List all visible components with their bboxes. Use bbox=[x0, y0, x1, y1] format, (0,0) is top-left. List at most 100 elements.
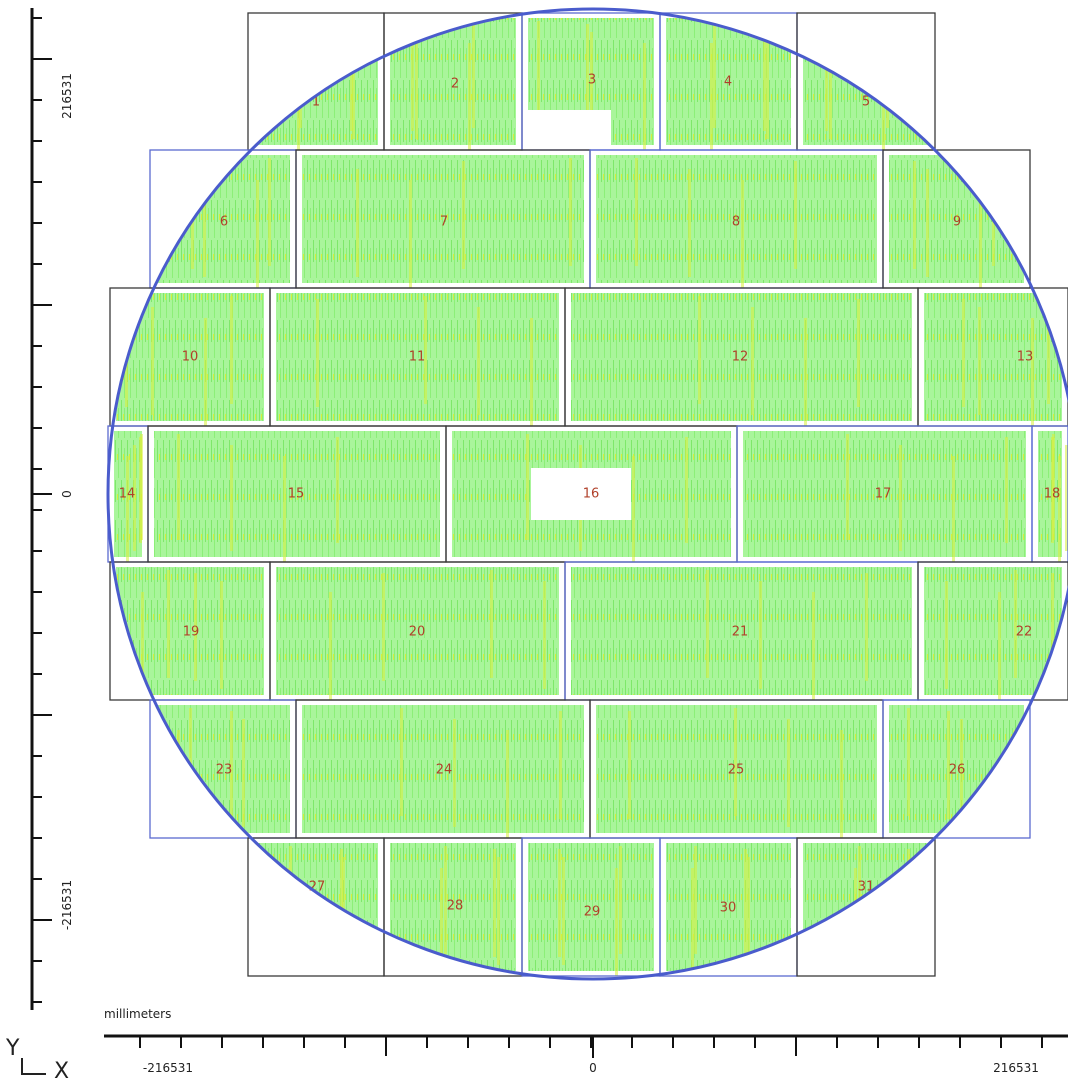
field-exposure-area bbox=[571, 293, 912, 421]
field-label-4: 4 bbox=[724, 75, 732, 90]
field-exposure-area bbox=[276, 567, 559, 695]
defect-streak bbox=[962, 299, 965, 407]
field-label-23: 23 bbox=[216, 763, 233, 778]
field-label-1: 1 bbox=[312, 95, 320, 110]
defect-streak bbox=[1014, 570, 1017, 678]
x-tick-label-left: -216531 bbox=[143, 1061, 193, 1075]
y-axis-letter: Y bbox=[5, 1036, 20, 1061]
field-label-28: 28 bbox=[447, 899, 464, 914]
defect-streak bbox=[1058, 456, 1061, 562]
field-exposure-area bbox=[154, 431, 440, 557]
defect-streak bbox=[747, 857, 750, 965]
field-label-19: 19 bbox=[183, 625, 200, 640]
field-label-24: 24 bbox=[436, 763, 453, 778]
defect-streak bbox=[947, 711, 950, 819]
x-axis: millimeters -216531 0 216531 bbox=[104, 1007, 1068, 1075]
field-label-16: 16 bbox=[583, 487, 600, 502]
field-label-12: 12 bbox=[732, 350, 749, 365]
field-label-17: 17 bbox=[875, 487, 892, 502]
field-label-25: 25 bbox=[728, 763, 745, 778]
defect-streak bbox=[992, 158, 995, 266]
defect-streak bbox=[268, 158, 271, 266]
defect-streak bbox=[825, 24, 828, 131]
field-label-21: 21 bbox=[732, 625, 749, 640]
defect-streak bbox=[497, 857, 500, 965]
defect-streak bbox=[812, 592, 815, 700]
x-axis-letter: X bbox=[54, 1059, 69, 1081]
defect-streak bbox=[1005, 437, 1008, 543]
defect-streak bbox=[230, 296, 233, 404]
defect-streak bbox=[751, 307, 754, 415]
defect-streak bbox=[329, 592, 332, 700]
field-border-26 bbox=[882, 699, 1031, 839]
defect-streak bbox=[151, 307, 154, 415]
defect-streak bbox=[204, 318, 207, 426]
field-7 bbox=[302, 155, 584, 288]
field-label-11: 11 bbox=[409, 350, 426, 365]
defect-streak bbox=[1013, 730, 1016, 838]
units-label: millimeters bbox=[104, 1007, 171, 1021]
defect-streak bbox=[1051, 437, 1054, 543]
defect-streak bbox=[635, 158, 638, 266]
field-label-7: 7 bbox=[440, 215, 448, 230]
defect-streak bbox=[590, 32, 593, 139]
field-3 bbox=[527, 18, 654, 150]
defect-streak bbox=[688, 169, 691, 277]
defect-streak bbox=[477, 307, 480, 415]
field-17 bbox=[743, 431, 1026, 562]
y-axis: 216531 0 -216531 bbox=[30, 8, 74, 1010]
field-24 bbox=[302, 705, 584, 838]
defect-streak bbox=[694, 846, 697, 954]
defect-streak bbox=[886, 21, 889, 128]
defect-streak bbox=[316, 299, 319, 407]
defect-streak bbox=[741, 180, 744, 288]
field-label-8: 8 bbox=[732, 215, 740, 230]
defect-streak bbox=[787, 719, 790, 827]
field-25 bbox=[596, 705, 877, 838]
defect-streak bbox=[643, 43, 646, 150]
defect-streak bbox=[444, 846, 447, 954]
defect-streak bbox=[763, 24, 766, 131]
defect-streak bbox=[978, 307, 981, 415]
unexposed-area bbox=[531, 468, 631, 520]
field-label-9: 9 bbox=[953, 215, 961, 230]
field-29 bbox=[528, 843, 654, 976]
defect-streak bbox=[619, 846, 622, 954]
defect-streak bbox=[562, 857, 565, 965]
defect-streak bbox=[907, 708, 910, 816]
defect-streak bbox=[759, 581, 762, 689]
defect-streak bbox=[530, 318, 533, 426]
field-label-10: 10 bbox=[182, 350, 199, 365]
defect-streak bbox=[141, 592, 144, 700]
defect-streak bbox=[440, 868, 443, 976]
field-15 bbox=[154, 431, 440, 562]
defect-streak bbox=[242, 719, 245, 827]
defect-streak bbox=[766, 32, 769, 139]
defect-streak bbox=[133, 445, 136, 551]
defect-streak bbox=[586, 24, 589, 131]
field-label-3: 3 bbox=[588, 73, 596, 88]
defect-streak bbox=[854, 868, 857, 976]
field-exposure-area bbox=[302, 155, 584, 283]
defect-streak bbox=[506, 730, 509, 838]
defect-streak bbox=[526, 434, 529, 540]
unexposed-area bbox=[527, 110, 611, 148]
y-tick-label-top: 216531 bbox=[60, 73, 74, 119]
defect-streak bbox=[409, 180, 412, 288]
defect-streak bbox=[829, 32, 832, 139]
defect-streak bbox=[926, 169, 929, 277]
defect-streak bbox=[287, 868, 290, 976]
defect-streak bbox=[1031, 318, 1034, 426]
defect-streak bbox=[230, 711, 233, 819]
defect-streak bbox=[340, 849, 343, 957]
field-27 bbox=[254, 843, 378, 976]
field-label-22: 22 bbox=[1016, 625, 1033, 640]
defect-streak bbox=[356, 169, 359, 277]
defect-streak bbox=[167, 570, 170, 678]
field-borders bbox=[107, 12, 1068, 977]
field-exposure-area bbox=[596, 155, 877, 283]
x-tick-label-right: 216531 bbox=[993, 1061, 1039, 1075]
defect-streak bbox=[846, 434, 849, 540]
defect-streak bbox=[336, 437, 339, 543]
